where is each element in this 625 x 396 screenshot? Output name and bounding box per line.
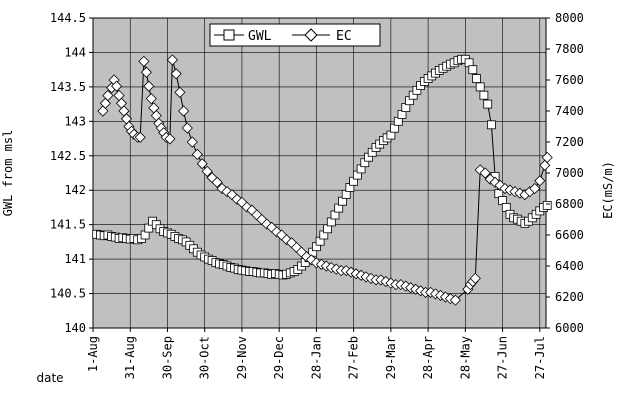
y-left-tick-label: 141 (64, 252, 86, 266)
y-left-tick-label: 143 (64, 114, 86, 128)
x-tick-label: 31-Aug (123, 336, 137, 379)
gwl-point (475, 82, 485, 92)
x-tick-label: 28-May (458, 336, 472, 379)
x-axis-title: date (36, 371, 63, 385)
axis-layer: 140 140.5 141 141.5 142 142.5 143 143.5 144 144.5… (50, 11, 584, 379)
y-left-tick-label: 143.5 (50, 80, 86, 94)
ec-point (102, 89, 114, 102)
ec-point (201, 165, 213, 177)
ec-point (138, 55, 150, 67)
y-left-tick-label: 142.5 (50, 149, 86, 163)
ec-point (174, 86, 186, 98)
y-right-tick-label: 7000 (555, 166, 584, 180)
y-right-tick-label: 7400 (555, 104, 584, 118)
series-layer (92, 54, 553, 306)
legend-ec-label: EC (336, 29, 352, 44)
y-right-tick-label: 6400 (555, 259, 584, 273)
ec-point (140, 66, 152, 78)
ec-point (111, 80, 123, 92)
x-tick-label: 1-Aug (86, 336, 100, 372)
y-left-tick-label: 140.5 (50, 287, 86, 301)
y-right-tick-label: 6200 (555, 290, 584, 304)
ec-point (196, 158, 208, 170)
gwl-point (542, 200, 552, 210)
x-tick-label: 30-Sep (160, 336, 174, 379)
y-left-tick-label: 142 (64, 183, 86, 197)
ec-point (469, 272, 481, 284)
gwl-point (483, 99, 493, 109)
y-right-tick-label: 7600 (555, 73, 584, 87)
ec-point (211, 176, 223, 188)
ec-point (164, 133, 176, 145)
gwl-point (472, 74, 481, 83)
ec-point (166, 54, 178, 66)
ec-point (191, 148, 203, 160)
gwl-point (468, 65, 478, 75)
y-right-tick-label: 7800 (555, 42, 584, 56)
x-tick-label: 27-Jun (496, 336, 510, 379)
ec-point (145, 93, 157, 105)
y-left-axis-title: GWL from msl (1, 130, 15, 217)
y-right-tick-label: 8000 (555, 11, 584, 25)
x-tick-label: 29-Nov (235, 336, 249, 379)
gwl-point (479, 90, 489, 100)
y-right-tick-label: 6800 (555, 197, 584, 211)
ec-point (479, 167, 491, 179)
x-tick-label: 29-Mar (384, 336, 398, 379)
ec-point (186, 136, 198, 148)
ec-point (529, 182, 541, 195)
legend-gwl-label: GWL (248, 29, 272, 44)
x-tick-label: 30-Oct (198, 336, 212, 379)
legend-gwl-marker (223, 29, 235, 41)
y-left-tick-label: 141.5 (50, 218, 86, 232)
x-tick-label: 27-Feb (347, 336, 361, 379)
y-right-axis-title: EC(mS/m) (601, 161, 615, 219)
ec-point (181, 122, 193, 134)
x-tick-label: 29-Dec (272, 336, 286, 379)
legend: GWL EC (209, 23, 381, 47)
gwl-point (486, 120, 496, 130)
x-tick-label: 27-Jul (533, 336, 547, 379)
x-tick-label: 28-Jan (309, 336, 323, 379)
y-left-tick-label: 144 (64, 45, 86, 59)
y-right-tick-label: 6000 (555, 321, 584, 335)
y-right-tick-label: 7200 (555, 135, 584, 149)
legend-ec-marker (304, 28, 318, 42)
y-left-tick-label: 140 (64, 321, 86, 335)
x-tick-label: 28-Apr (421, 336, 435, 379)
ec-point (541, 151, 553, 164)
ec-point (134, 131, 146, 143)
ec-point (449, 294, 461, 306)
y-left-tick-label: 144.5 (50, 11, 86, 25)
ec-point (178, 105, 190, 117)
ec-point (534, 175, 546, 187)
ec-point (143, 80, 155, 92)
y-right-tick-label: 6600 (555, 228, 584, 242)
ec-point (170, 68, 182, 80)
